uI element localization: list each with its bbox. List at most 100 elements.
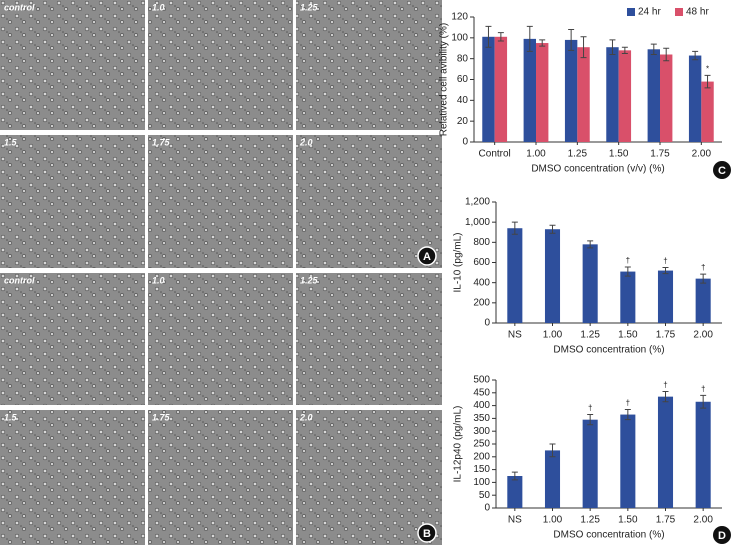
y-tick-label: 350 (473, 413, 490, 424)
micrograph (148, 273, 293, 405)
error-bar (621, 46, 628, 54)
legend-swatch (675, 8, 683, 16)
panel-letter: D (718, 530, 726, 542)
bar (620, 414, 636, 508)
x-tick-label: 1.50 (609, 149, 629, 160)
panel-badge (417, 246, 437, 266)
y-axis-label: IL-10 (pg/mL) (453, 232, 464, 292)
significance-marker: † (626, 399, 630, 408)
y-axis-label: Relatived cell avibility (%) (439, 23, 450, 136)
y-tick-label: 0 (462, 137, 468, 148)
error-bar (549, 224, 556, 234)
micrograph-label: control (4, 275, 35, 285)
error-bar (609, 39, 616, 55)
bar (536, 43, 549, 142)
x-tick-label: NS (508, 515, 522, 526)
y-tick-label: 80 (457, 53, 469, 64)
error-bar (662, 391, 669, 403)
y-tick-label: 250 (473, 439, 490, 450)
x-axis-label: DMSO concentration (%) (553, 345, 664, 356)
y-tick-label: 200 (473, 297, 490, 308)
error-bar (662, 267, 669, 275)
y-tick-label: 400 (473, 277, 490, 288)
y-tick-label: 800 (473, 237, 490, 248)
error-bar (700, 273, 707, 284)
micrograph-label: 1.5 (4, 412, 18, 422)
x-axis-label: DMSO concentration (v/v) (%) (531, 164, 664, 175)
x-tick-label: 1.75 (656, 515, 676, 526)
error-bar (511, 471, 518, 481)
error-bar (580, 36, 587, 59)
micrograph (296, 0, 442, 130)
bar (647, 49, 660, 142)
error-bar (511, 221, 518, 235)
error-bar (624, 408, 631, 421)
error-bar (587, 414, 594, 426)
panel-badge (713, 161, 731, 179)
x-axis-label: DMSO concentration (%) (553, 530, 664, 541)
x-tick-label: Control (479, 149, 511, 160)
micrograph-label: 1.25 (300, 2, 319, 12)
x-tick-label: 2.00 (692, 149, 712, 160)
panel-letter: A (423, 251, 431, 263)
micrograph-label: control (4, 2, 35, 12)
y-tick-label: 100 (473, 477, 490, 488)
bar (606, 47, 619, 143)
bar (695, 278, 711, 323)
error-bar (663, 47, 670, 62)
micrograph-label: 1.5 (4, 137, 18, 147)
bar (695, 401, 711, 508)
micrograph (0, 273, 145, 405)
error-bar (526, 25, 533, 52)
x-tick-label: 1.25 (580, 515, 600, 526)
panel-badge (713, 526, 731, 544)
significance-marker: † (588, 404, 592, 413)
bar (660, 54, 673, 142)
bar (618, 50, 632, 143)
y-tick-label: 60 (457, 74, 469, 85)
micrograph (296, 410, 442, 545)
bar (657, 396, 674, 508)
y-tick-label: 120 (451, 12, 468, 23)
x-tick-label: 1.00 (543, 515, 563, 526)
error-bar (539, 39, 546, 47)
micrograph-label: 1.0 (152, 275, 165, 285)
error-bar (568, 29, 575, 51)
y-tick-label: 40 (457, 95, 469, 106)
error-bar (497, 32, 504, 42)
bar (582, 244, 598, 323)
y-tick-label: 0 (484, 318, 490, 329)
bar (564, 39, 578, 142)
y-tick-label: 20 (457, 116, 469, 127)
panel-letter: C (718, 165, 726, 177)
bar (582, 419, 598, 508)
micrograph (148, 135, 293, 268)
bar (544, 450, 561, 508)
y-tick-label: 1,200 (465, 197, 490, 208)
significance-marker: † (701, 384, 705, 393)
x-tick-label: 1.25 (580, 330, 600, 341)
bar (523, 38, 536, 142)
y-tick-label: 300 (473, 426, 490, 437)
error-bar (700, 394, 707, 409)
micrograph-label: 1.75 (152, 412, 171, 422)
y-tick-label: 200 (473, 451, 490, 462)
micrograph-label: 1.25 (300, 275, 319, 285)
y-tick-label: 150 (473, 464, 490, 475)
bar (657, 270, 674, 323)
x-tick-label: 1.75 (650, 149, 670, 160)
panel-badge (417, 523, 437, 543)
x-tick-label: 1.50 (618, 515, 638, 526)
y-tick-label: 1,000 (465, 217, 490, 228)
micrograph-label: 1.0 (152, 2, 165, 12)
significance-marker: † (626, 256, 630, 265)
legend-swatch (627, 8, 635, 16)
error-bar (650, 43, 657, 55)
micrograph (296, 273, 442, 405)
y-tick-label: 500 (473, 375, 490, 386)
micrograph-label: 2.0 (299, 137, 313, 147)
bar (494, 36, 508, 142)
y-tick-label: 600 (473, 257, 490, 268)
x-tick-label: 1.50 (618, 330, 638, 341)
